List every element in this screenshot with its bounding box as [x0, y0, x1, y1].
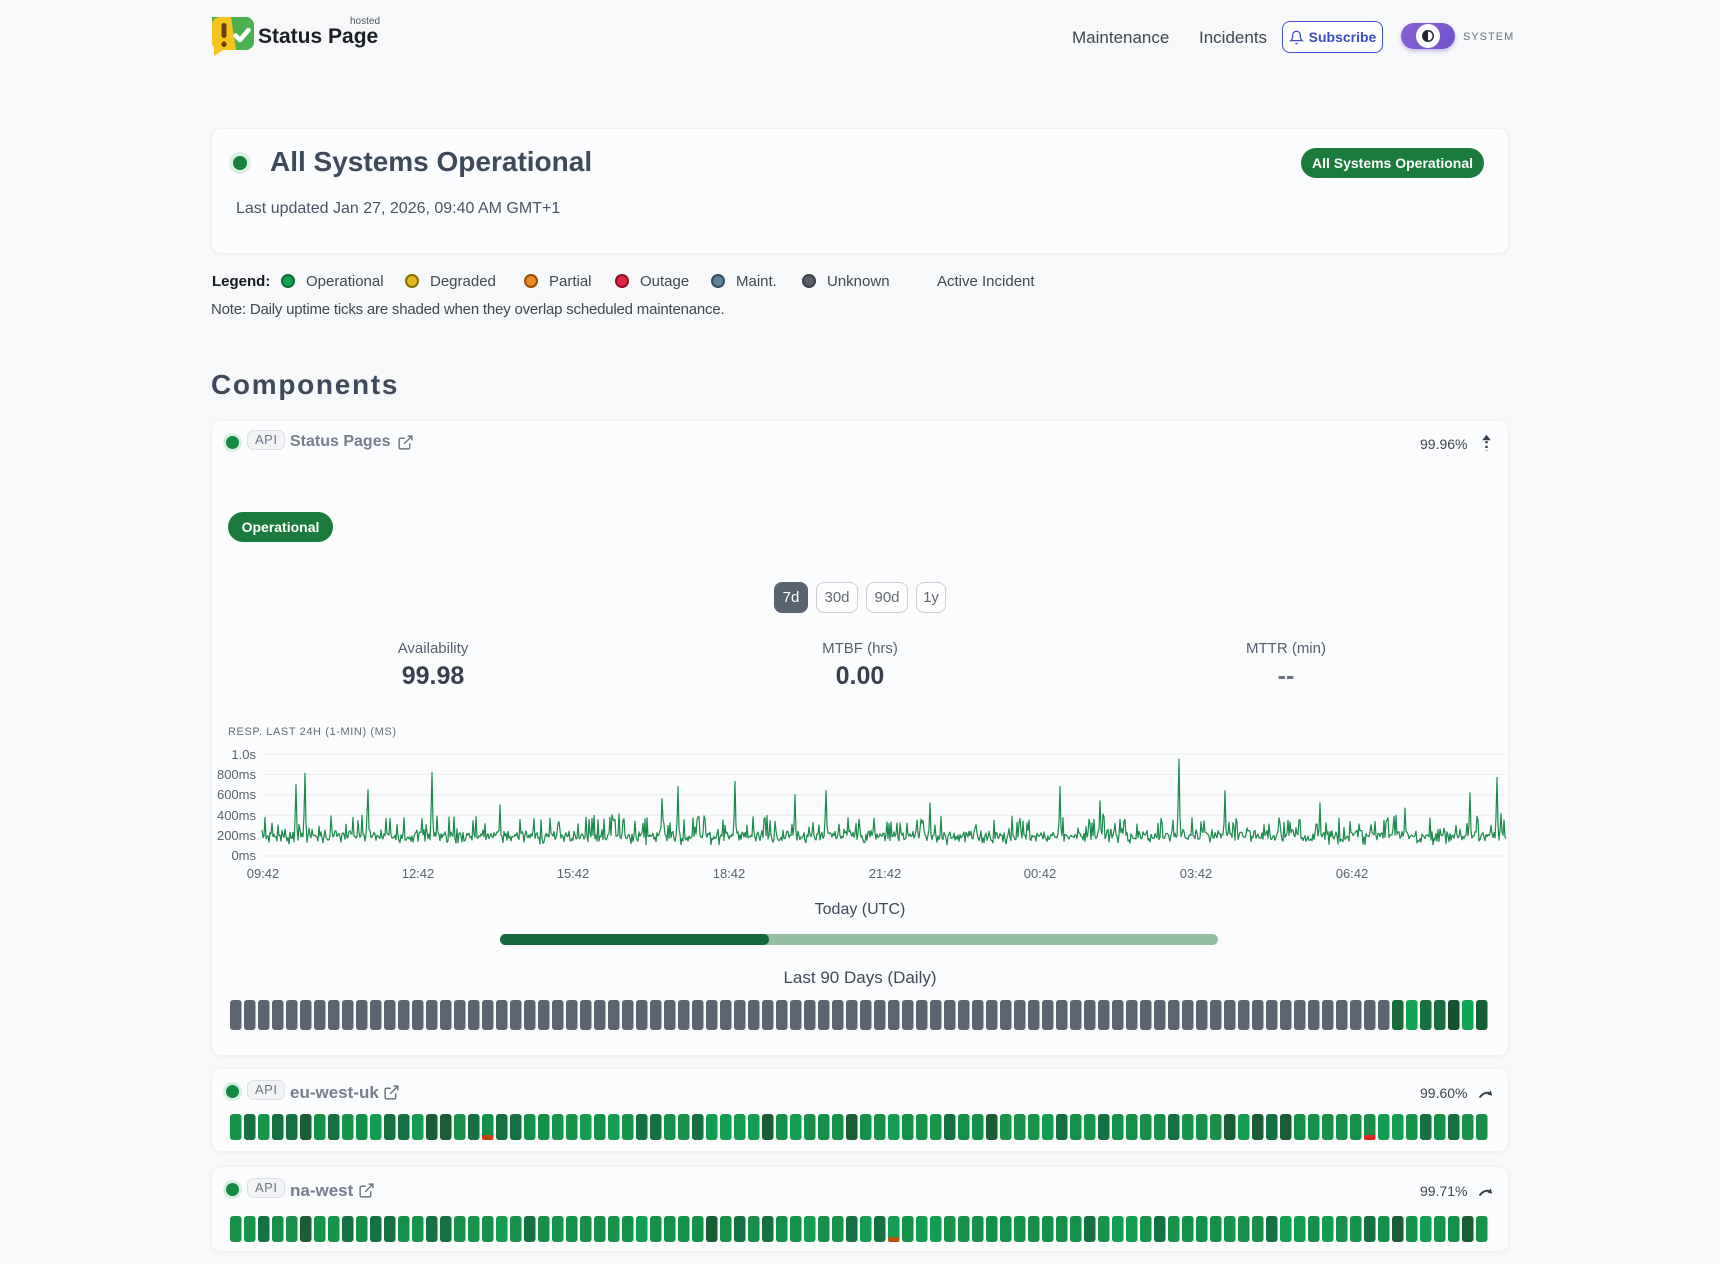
svg-text:00:42: 00:42 [1024, 866, 1057, 881]
svg-text:12:42: 12:42 [402, 866, 435, 881]
svg-text:18:42: 18:42 [713, 866, 746, 881]
svg-text:600ms: 600ms [217, 787, 257, 802]
svg-text:200ms: 200ms [217, 828, 257, 843]
svg-text:15:42: 15:42 [557, 866, 590, 881]
svg-text:800ms: 800ms [217, 767, 257, 782]
svg-text:06:42: 06:42 [1336, 866, 1369, 881]
svg-text:21:42: 21:42 [869, 866, 902, 881]
svg-text:400ms: 400ms [217, 808, 257, 823]
svg-text:1.0s: 1.0s [231, 747, 256, 762]
svg-text:0ms: 0ms [231, 848, 256, 863]
svg-text:09:42: 09:42 [247, 866, 280, 881]
svg-text:03:42: 03:42 [1180, 866, 1213, 881]
